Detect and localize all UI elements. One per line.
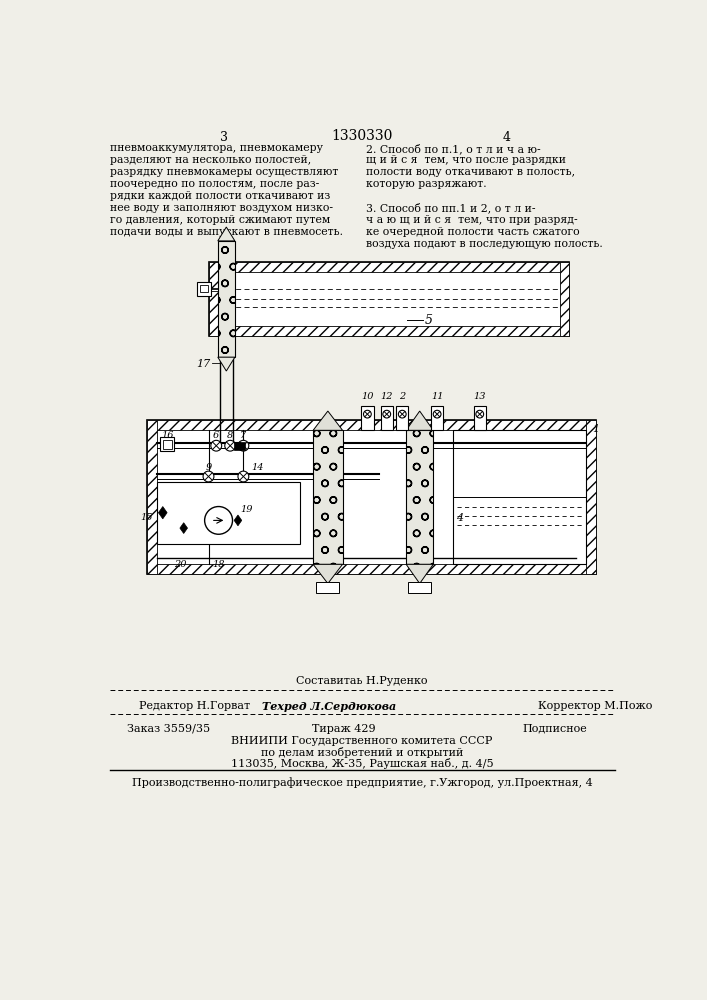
Text: 2. Способ по п.1, о т л и ч а ю-: 2. Способ по п.1, о т л и ч а ю- [366,143,540,154]
Text: 11: 11 [431,392,443,401]
Text: Тираж 429: Тираж 429 [312,724,376,734]
Text: ке очередной полости часть сжатого: ке очередной полости часть сжатого [366,227,580,237]
Bar [431,406,443,430]
Bar [452,430,586,497]
Text: ч а ю щ и й с я  тем, что при разряд-: ч а ю щ и й с я тем, что при разряд- [366,215,578,225]
Text: Заказ 3559/35: Заказ 3559/35 [127,724,210,734]
Bar [559,262,569,336]
Text: 13: 13 [474,392,486,401]
Circle shape [433,410,441,418]
Text: 16: 16 [161,431,174,440]
Bar [209,262,218,336]
Text: 6: 6 [213,431,219,440]
Text: 8: 8 [227,431,233,440]
Text: 9: 9 [205,463,211,472]
Text: Корректор М.Пожо: Корректор М.Пожо [538,701,653,711]
Text: 18: 18 [212,560,225,569]
Text: 3: 3 [423,431,431,440]
Bar [209,262,569,336]
Bar [218,241,235,357]
Text: 15: 15 [140,513,153,522]
Text: Производственно-полиграфическое предприятие, г.Ужгород, ул.Проектная, 4: Производственно-полиграфическое предприя… [132,778,592,788]
Text: Подписное: Подписное [522,724,587,734]
Text: 20: 20 [174,560,186,569]
Text: которую разряжают.: которую разряжают. [366,179,486,189]
Bar [160,437,175,451]
Circle shape [398,410,406,418]
Text: 113035, Москва, Ж-35, Раушская наб., д. 4/5: 113035, Москва, Ж-35, Раушская наб., д. … [230,758,493,769]
Bar [209,262,569,272]
Text: нее воду и заполняют воздухом низко-: нее воду и заполняют воздухом низко- [110,203,333,213]
Text: по делам изобретений и открытий: по делам изобретений и открытий [261,747,463,758]
Polygon shape [406,411,433,430]
Bar [586,420,596,574]
Bar [409,582,431,593]
Bar [313,430,343,564]
Text: 1: 1 [592,424,600,434]
Bar [209,326,569,336]
Bar [197,282,211,296]
Text: поочередно по полостям, после раз-: поочередно по полостям, после раз- [110,179,320,189]
Bar [200,285,208,292]
Text: 10: 10 [361,392,373,401]
Circle shape [476,410,484,418]
Circle shape [225,440,235,451]
Bar [146,564,596,574]
Text: рядки каждой полости откачивают из: рядки каждой полости откачивают из [110,191,330,201]
Bar [452,430,586,564]
Text: пневмоаккумулятора, пневмокамеру: пневмоаккумулятора, пневмокамеру [110,143,323,153]
Bar [146,420,596,574]
Text: разделяют на несколько полостей,: разделяют на несколько полостей, [110,155,311,165]
Polygon shape [406,564,433,584]
Text: ВНИИПИ Государственного комитета СССР: ВНИИПИ Государственного комитета СССР [231,736,493,746]
Bar [361,406,373,430]
Text: Составитаь Н.Руденко: Составитаь Н.Руденко [296,676,428,686]
Text: Техред Л.Сердюкова: Техред Л.Сердюкова [262,701,396,712]
Bar [163,440,172,449]
Bar [316,582,339,593]
Bar [146,420,156,574]
Text: 19: 19 [240,505,253,514]
Circle shape [211,440,222,451]
Polygon shape [218,357,235,371]
Polygon shape [313,564,343,584]
Text: разрядку пневмокамеры осуществляют: разрядку пневмокамеры осуществляют [110,167,339,177]
Polygon shape [180,523,187,533]
Bar [396,406,409,430]
Text: 7: 7 [240,431,247,440]
Circle shape [203,471,214,482]
Polygon shape [234,515,242,526]
Text: полости воду откачивают в полость,: полости воду откачивают в полость, [366,167,575,177]
Text: 2: 2 [399,392,405,401]
Bar [406,430,433,564]
Text: 21: 21 [321,431,334,440]
Polygon shape [313,411,343,430]
Text: 17: 17 [197,359,211,369]
Circle shape [363,410,371,418]
Text: 14: 14 [251,463,264,472]
Text: 4: 4 [457,513,464,523]
Text: воздуха подают в последующую полость.: воздуха подают в последующую полость. [366,239,602,249]
Circle shape [238,440,249,451]
Bar [474,406,486,430]
Text: 3. Способ по пп.1 и 2, о т л и-: 3. Способ по пп.1 и 2, о т л и- [366,203,535,214]
Text: подачи воды и выпускают в пневмосеть.: подачи воды и выпускают в пневмосеть. [110,227,343,237]
Bar [380,406,393,430]
Bar [234,442,245,450]
Text: 12: 12 [380,392,393,401]
Text: 4: 4 [503,131,511,144]
Text: щ и й с я  тем, что после разрядки: щ и й с я тем, что после разрядки [366,155,566,165]
Polygon shape [218,227,235,241]
Text: Редактор Н.Горват: Редактор Н.Горват [139,701,250,711]
Bar [156,482,300,544]
Text: 1330330: 1330330 [332,129,392,143]
Circle shape [204,507,233,534]
Polygon shape [158,507,167,519]
Bar [146,420,596,430]
Text: го давления, который сжимают путем: го давления, который сжимают путем [110,215,330,225]
Circle shape [238,471,249,482]
Circle shape [383,410,391,418]
Text: 5: 5 [425,314,433,327]
Text: 3: 3 [220,131,228,144]
